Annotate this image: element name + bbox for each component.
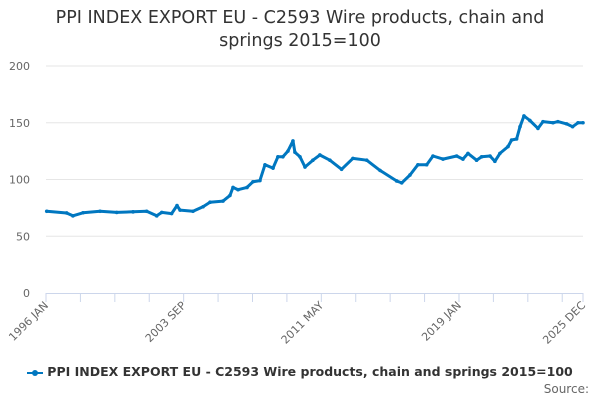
data-point (263, 162, 267, 167)
data-point (245, 185, 249, 190)
data-point (281, 155, 285, 159)
data-point (479, 155, 484, 159)
data-point (399, 181, 404, 185)
data-point (293, 150, 297, 155)
source-label: Source: (543, 382, 589, 396)
data-point (581, 120, 585, 125)
data-point (318, 153, 322, 157)
data-point (175, 203, 179, 208)
y-tick-label: 50 (16, 230, 30, 243)
data-point (564, 122, 569, 126)
data-point (536, 126, 540, 131)
data-point (328, 158, 332, 163)
data-point (522, 114, 526, 118)
data-point (509, 138, 514, 142)
data-point (454, 154, 459, 158)
y-tick-label: 150 (9, 117, 30, 130)
data-point (44, 209, 49, 214)
data-point (144, 209, 149, 214)
x-tick-label: 1996 JAN (6, 299, 51, 344)
chart-title-line-2: springs 2015=100 (219, 31, 381, 51)
legend-line-marker-icon (27, 369, 44, 376)
data-point (303, 165, 307, 169)
data-point (424, 162, 429, 167)
data-point (236, 187, 240, 192)
data-point (169, 211, 174, 216)
data-point (541, 119, 545, 124)
data-point (466, 151, 470, 156)
data-point (131, 210, 135, 214)
data-point (208, 200, 212, 204)
data-point (431, 154, 435, 158)
data-point (378, 168, 382, 173)
x-tick-label: 2019 JAN (419, 299, 464, 344)
data-point (201, 204, 205, 209)
data-point (551, 120, 555, 125)
data-point (191, 209, 195, 214)
data-point (506, 144, 510, 149)
y-tick-label: 0 (23, 287, 30, 300)
data-point (64, 211, 69, 215)
data-point (514, 137, 519, 141)
data-point (276, 155, 280, 159)
data-point (488, 154, 492, 158)
data-point (286, 149, 290, 153)
data-point (221, 199, 225, 203)
data-point (498, 151, 502, 156)
data-point (71, 214, 75, 218)
y-tick-label: 200 (9, 60, 30, 73)
data-point (461, 157, 465, 161)
data-point (231, 185, 235, 190)
chart-title-line-1: PPI INDEX EXPORT EU - C2593 Wire product… (55, 8, 545, 28)
data-point (394, 179, 399, 183)
data-point (311, 158, 315, 163)
data-point (474, 158, 479, 163)
data-point (351, 156, 355, 161)
data-point (159, 210, 164, 215)
legend[interactable]: PPI INDEX EXPORT EU - C2593 Wire product… (0, 364, 600, 379)
data-point (441, 157, 445, 161)
x-tick-label: 2003 SEP (143, 299, 189, 345)
data-point (528, 118, 532, 123)
data-point (408, 173, 412, 177)
data-point (339, 167, 344, 172)
chart-title: PPI INDEX EXPORT EU - C2593 Wire product… (0, 7, 600, 53)
series-line (46, 114, 583, 218)
y-tick-label: 100 (9, 174, 30, 187)
x-tick-label: 2025 DEC (540, 299, 588, 347)
data-point (570, 124, 575, 129)
data-point (271, 166, 275, 170)
data-point (258, 178, 262, 183)
x-tick-label: 2011 MAY (279, 299, 327, 347)
data-point (576, 120, 580, 125)
data-point (291, 139, 295, 143)
data-point (154, 214, 159, 218)
data-point (114, 210, 119, 215)
data-point (228, 193, 232, 198)
data-point (251, 179, 255, 184)
data-point (298, 155, 302, 159)
data-point (364, 158, 369, 163)
data-point (178, 208, 182, 212)
legend-label: PPI INDEX EXPORT EU - C2593 Wire product… (47, 364, 573, 379)
data-point (416, 162, 420, 167)
data-point (81, 210, 85, 215)
data-point (98, 209, 102, 214)
data-point (518, 124, 522, 129)
data-point (493, 159, 497, 164)
data-point (556, 119, 560, 124)
